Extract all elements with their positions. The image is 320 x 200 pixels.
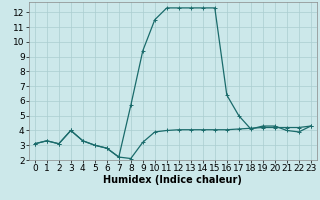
- X-axis label: Humidex (Indice chaleur): Humidex (Indice chaleur): [103, 175, 242, 185]
